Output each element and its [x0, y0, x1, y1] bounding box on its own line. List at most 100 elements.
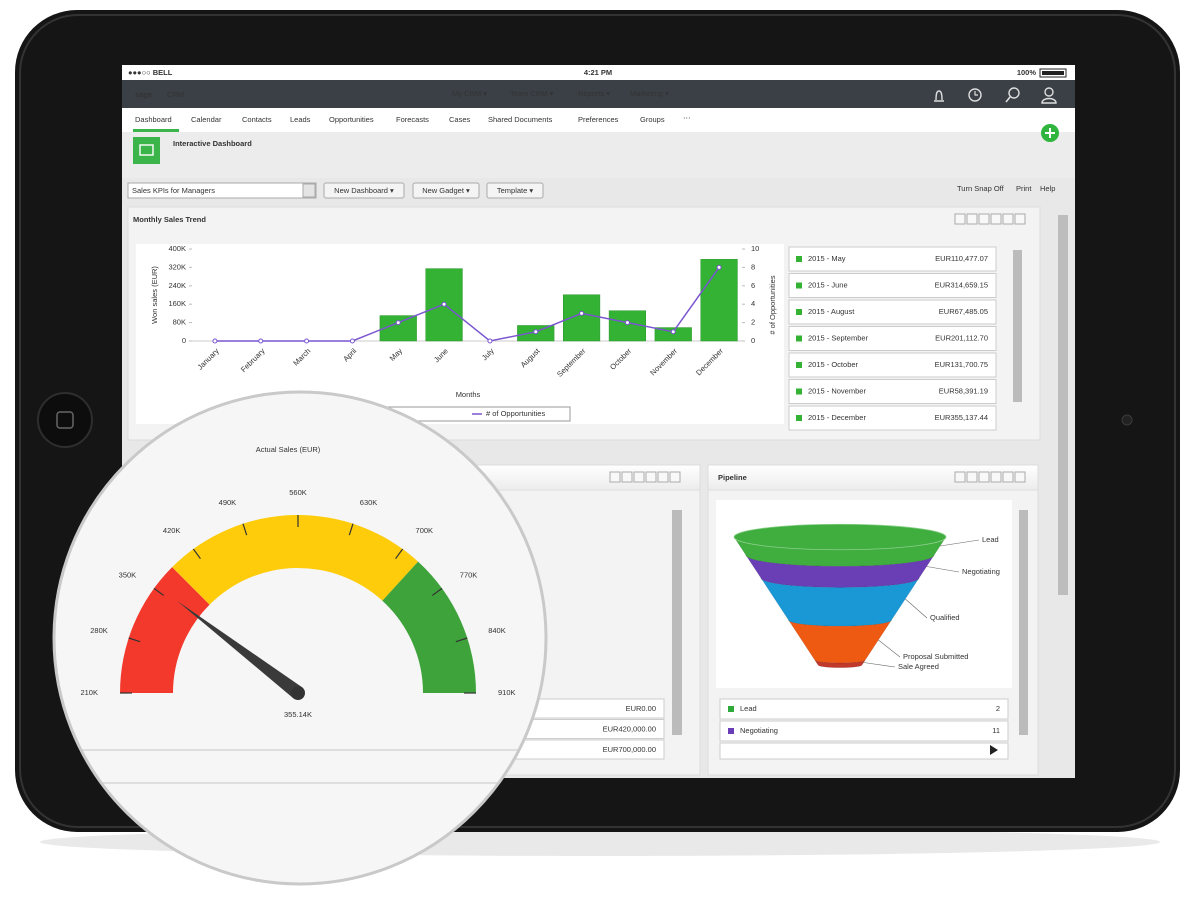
gauge-band: [172, 515, 419, 605]
tab[interactable]: Shared Documents: [488, 115, 552, 124]
nav-menu[interactable]: Marketing ▾: [630, 89, 669, 98]
tab[interactable]: Dashboard: [135, 115, 172, 124]
panel-tool-icon[interactable]: [1002, 213, 1014, 225]
panel-tool-icon[interactable]: [966, 213, 978, 225]
left-panel-scrollbar[interactable]: [672, 510, 682, 735]
pipeline-marker: [728, 728, 734, 734]
tab[interactable]: Groups: [640, 115, 665, 124]
user-icon-body: [1041, 97, 1057, 104]
search-handle: [1005, 96, 1011, 103]
x-axis-label: Months: [456, 390, 481, 399]
funnel-top: [733, 523, 947, 551]
panel-tool-icon[interactable]: [978, 471, 990, 483]
panel-tool-icon[interactable]: [954, 471, 966, 483]
tab[interactable]: Calendar: [191, 115, 222, 124]
tab[interactable]: Forecasts: [396, 115, 429, 124]
gauge-tick-label: 210K: [80, 688, 98, 697]
nav-menu[interactable]: Team CRM ▾: [510, 89, 554, 98]
list-value: EUR355,137.44: [935, 413, 988, 422]
line-point: [670, 329, 676, 335]
gauge-tick: [395, 548, 404, 560]
nav-menu[interactable]: Reports ▾: [578, 89, 610, 98]
funnel-segment: [760, 577, 920, 627]
panel-tool-icon[interactable]: [1002, 471, 1014, 483]
battery-percent: 100%: [1017, 68, 1037, 77]
user-icon[interactable]: [1044, 87, 1054, 97]
panel-tool-icon[interactable]: [633, 471, 645, 483]
dashboard-title: Interactive Dashboard: [173, 139, 252, 148]
panel-tool-icon[interactable]: [978, 213, 990, 225]
panel-tool-icon[interactable]: [645, 471, 657, 483]
funnel-segment: [814, 659, 866, 668]
bar: [608, 310, 646, 342]
recent-icon[interactable]: [968, 88, 982, 102]
pipeline-label: Negotiating: [740, 726, 778, 735]
magnifier-rim: [52, 390, 548, 886]
y2-tick-label: 10: [751, 244, 759, 253]
tab[interactable]: Contacts: [242, 115, 272, 124]
pipeline-row: [719, 742, 1009, 760]
panel-tool-icon[interactable]: [954, 213, 966, 225]
active-tab-underline: [133, 129, 179, 132]
tab[interactable]: Opportunities: [329, 115, 374, 124]
tab[interactable]: Leads: [290, 115, 311, 124]
legend-label: # of Opportunities: [486, 409, 545, 418]
y-tick-label: 400K: [168, 244, 186, 253]
panel-tool-icon[interactable]: [990, 471, 1002, 483]
toolbar-link[interactable]: Turn Snap Off: [957, 184, 1005, 193]
line-point: [349, 338, 355, 344]
dashboard-select-text: Sales KPIs for Managers: [132, 186, 215, 195]
tab[interactable]: Preferences: [578, 115, 619, 124]
gauge-tick-label: 700K: [416, 526, 434, 535]
panel-tool-icon[interactable]: [657, 471, 669, 483]
funnel-leader: [863, 662, 896, 668]
funnel-segment: [745, 554, 935, 588]
home-button[interactable]: [37, 392, 93, 448]
gauge-band: [382, 561, 476, 693]
panel-tool-icon[interactable]: [669, 471, 681, 483]
toolbar-button[interactable]: [486, 182, 544, 199]
list-marker: [796, 282, 802, 289]
pipeline-scrollbar[interactable]: [1019, 510, 1028, 735]
gauge-tick: [192, 548, 201, 560]
pipeline-title: Pipeline: [718, 473, 747, 482]
search-icon[interactable]: [1008, 87, 1020, 99]
list-scrollbar[interactable]: [1013, 250, 1022, 402]
toolbar-button[interactable]: [412, 182, 480, 199]
panel-tool-icon[interactable]: [621, 471, 633, 483]
add-icon: [1045, 128, 1055, 138]
panel-tool-icon[interactable]: [990, 213, 1002, 225]
y-tick-label: 0: [182, 336, 186, 345]
panel-tool-icon[interactable]: [1014, 213, 1026, 225]
y2-tick-label: 0: [751, 336, 755, 345]
list-label: 2015 - June: [808, 280, 848, 289]
gauge-tick: [128, 637, 141, 643]
notifications-icon[interactable]: [934, 90, 944, 102]
gauge-hub: [291, 686, 305, 700]
list-label: 2015 - December: [808, 413, 866, 422]
page-scrollbar[interactable]: [1058, 215, 1068, 595]
play-button[interactable]: [990, 745, 998, 755]
panel-tool-icon[interactable]: [966, 471, 978, 483]
recent-icon-hands: [974, 91, 978, 96]
line: [214, 266, 720, 342]
list-value: EUR131,700.75: [935, 360, 988, 369]
toolbar-button[interactable]: [323, 182, 405, 199]
magnifier-bg: [54, 392, 546, 884]
nav-menu[interactable]: My CRM ▾: [452, 89, 487, 98]
gauge-tick-label: 350K: [119, 570, 137, 579]
logo-product: CRM: [167, 90, 184, 99]
camera: [1121, 414, 1133, 426]
list-marker: [796, 309, 802, 315]
toolbar-link[interactable]: Help: [1040, 184, 1055, 193]
dashboard-select[interactable]: [127, 182, 317, 199]
more-tabs[interactable]: ⋯: [683, 113, 691, 122]
panel-tool-icon[interactable]: [1014, 471, 1026, 483]
toolbar-link[interactable]: Print: [1016, 184, 1032, 193]
panel-tool-icon[interactable]: [609, 471, 621, 483]
pipeline-marker: [728, 706, 734, 712]
list-value: EUR58,391.19: [939, 386, 988, 395]
pipeline-label: Lead: [740, 704, 757, 713]
gauge-tick-label: 490K: [219, 498, 237, 507]
tab[interactable]: Cases: [449, 115, 471, 124]
